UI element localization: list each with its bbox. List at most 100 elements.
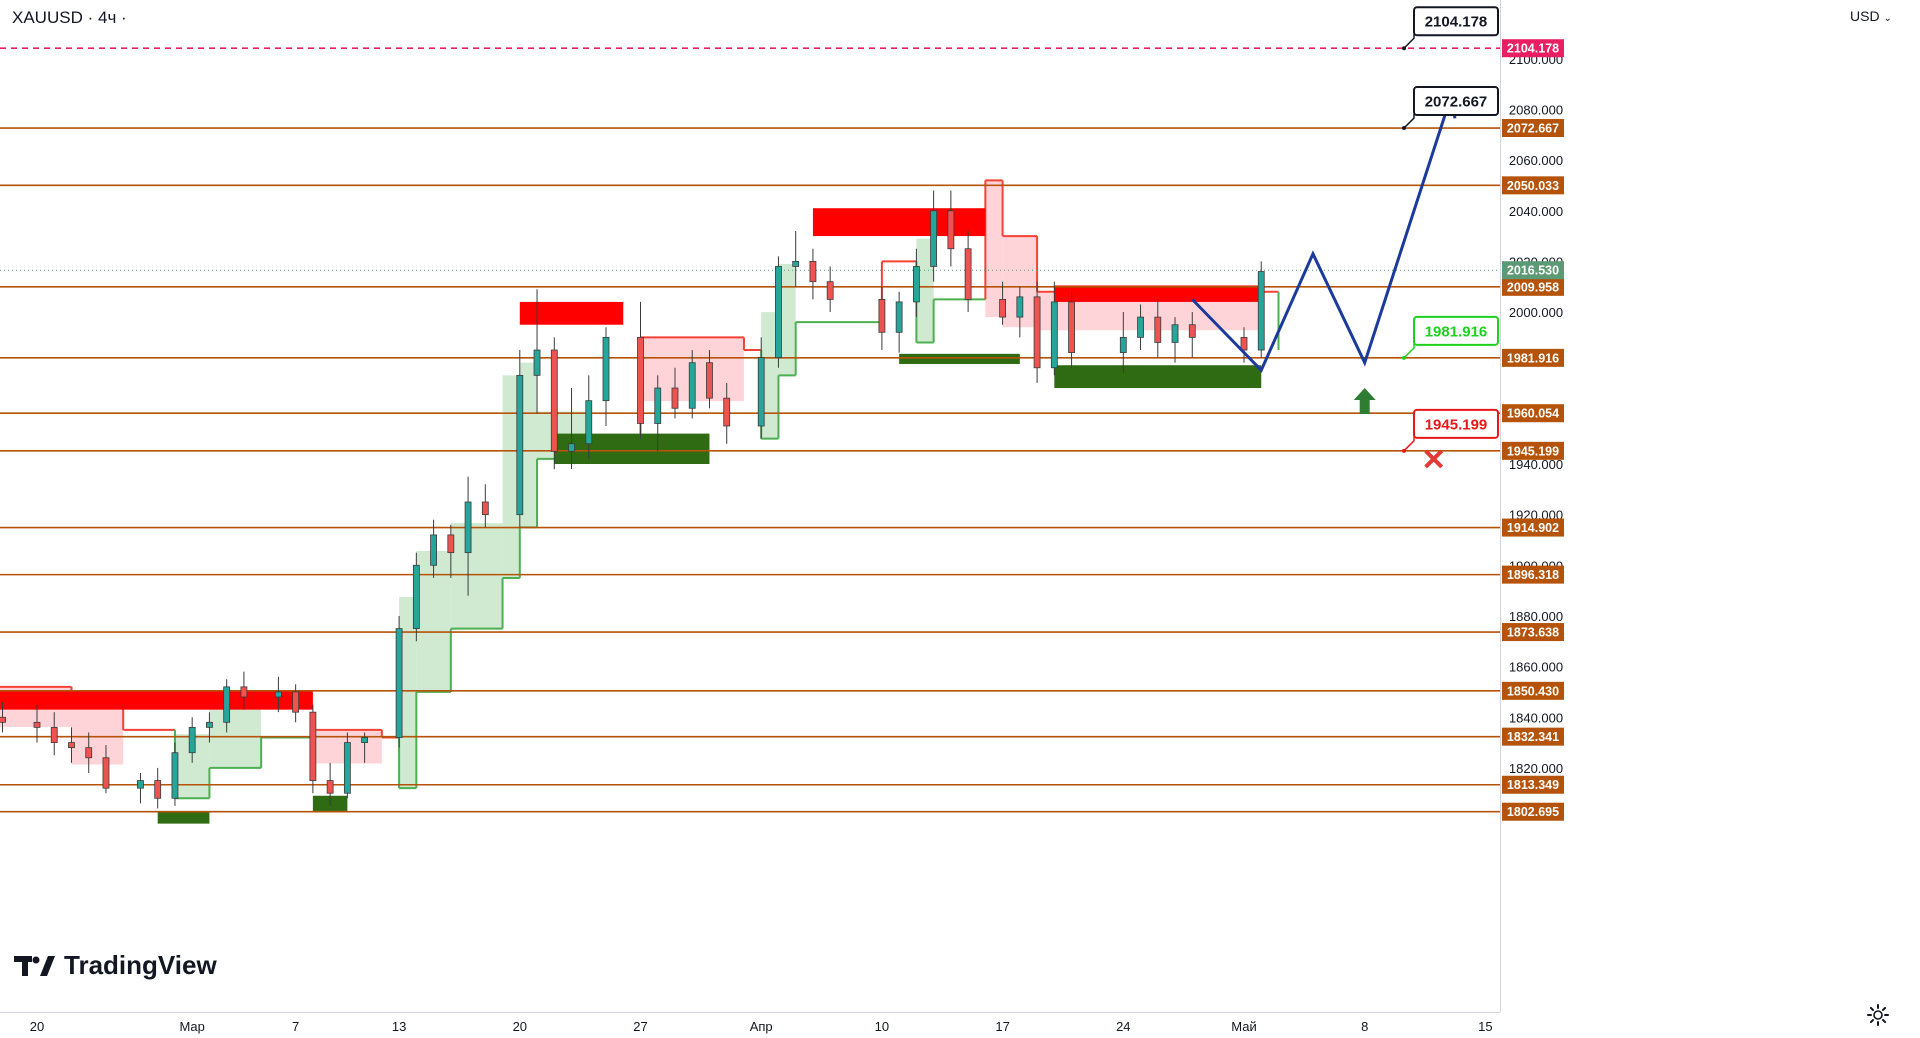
level-price-label-text: 1832.341 xyxy=(1507,730,1559,744)
candle-body xyxy=(1137,316,1144,338)
candle xyxy=(1119,312,1127,373)
level-price-label: 1945.199 xyxy=(1502,441,1564,460)
candle xyxy=(102,745,110,794)
candle xyxy=(481,484,489,528)
callout-box xyxy=(1413,408,1499,439)
x-tick-label: 17 xyxy=(995,1019,1009,1034)
candle xyxy=(1016,286,1024,338)
tradingview-logo[interactable]: TradingView xyxy=(14,950,217,981)
level-price-label-text: 1896.318 xyxy=(1507,568,1559,582)
level-price-label: 2009.958 xyxy=(1502,277,1564,296)
stop-cross-icon xyxy=(1424,449,1444,469)
x-tick-label: 20 xyxy=(513,1019,527,1034)
candle-body xyxy=(1171,324,1179,343)
level-price-label-text: 1813.349 xyxy=(1507,778,1559,792)
level-price-label-text: 2009.958 xyxy=(1507,280,1559,294)
candle-body xyxy=(947,210,955,250)
level-price-label: 1873.638 xyxy=(1502,623,1564,642)
candle-body xyxy=(50,726,58,743)
level-price-label-text: 1914.902 xyxy=(1507,521,1559,535)
candle-body xyxy=(706,362,713,399)
candle xyxy=(947,190,955,267)
candle-body xyxy=(1240,336,1248,351)
level-price-label-text: 1850.430 xyxy=(1507,684,1559,698)
candle-body xyxy=(671,387,679,409)
trail-fill xyxy=(399,596,417,789)
level-price-label-bg xyxy=(1502,775,1564,794)
logo-text: TradingView xyxy=(64,950,217,980)
x-tick-label: 13 xyxy=(392,1019,406,1034)
candle-body xyxy=(930,210,938,267)
candle xyxy=(137,772,144,804)
candle xyxy=(154,767,162,809)
candle-body xyxy=(395,628,403,738)
callout-box xyxy=(1413,315,1499,346)
demand-zone xyxy=(1054,365,1262,389)
x-tick-label: Май xyxy=(1231,1019,1256,1034)
currency-label: USD xyxy=(1850,8,1880,24)
candle-body xyxy=(550,349,558,452)
candle-body xyxy=(188,726,196,754)
price-callout: 1981.916 xyxy=(1402,315,1499,360)
candle xyxy=(1188,312,1196,358)
y-tick-label: 1840.000 xyxy=(1509,710,1563,725)
x-tick-label: 27 xyxy=(633,1019,647,1034)
candle xyxy=(654,375,662,452)
price-callout: 2104.178 xyxy=(1402,6,1499,51)
candle xyxy=(430,519,437,578)
demand-zone xyxy=(899,353,1020,364)
x-tick-label: 24 xyxy=(1116,1019,1130,1034)
candle-body xyxy=(654,387,662,424)
level-price-label: 1914.902 xyxy=(1502,518,1564,537)
trail-fill xyxy=(519,362,538,528)
chevron-down-icon: ⌄ xyxy=(1883,13,1892,24)
candle-body xyxy=(809,260,817,283)
y-tick-label: 1940.000 xyxy=(1509,457,1563,472)
candle-body xyxy=(516,374,524,516)
candle xyxy=(1137,304,1144,351)
level-price-label-bg xyxy=(1502,404,1564,423)
candle xyxy=(395,615,403,748)
candle-body xyxy=(585,400,593,445)
callout-anchor xyxy=(1402,355,1406,360)
candle xyxy=(361,732,369,763)
level-price-label-bg xyxy=(1502,119,1564,138)
candle xyxy=(1033,281,1041,383)
candle-body xyxy=(1016,296,1024,318)
trail-fill xyxy=(209,702,262,768)
candle xyxy=(585,375,593,459)
candle-body xyxy=(1033,296,1041,369)
candle xyxy=(206,712,213,743)
level-price-label: 1850.430 xyxy=(1502,681,1564,700)
candle-body xyxy=(430,534,437,566)
level-price-label-bg xyxy=(1502,518,1564,537)
y-tick-label: 2040.000 xyxy=(1509,204,1563,219)
candle xyxy=(602,327,610,427)
price-callout: 2072.667 xyxy=(1402,86,1499,131)
target-price-label-text: 2104.178 xyxy=(1507,42,1559,56)
header-dot: · xyxy=(121,8,127,27)
last-price-label-bg xyxy=(1502,261,1564,280)
candle-body xyxy=(68,742,75,749)
level-price-label-text: 1802.695 xyxy=(1507,805,1559,819)
candle-body xyxy=(102,757,110,789)
candle-body xyxy=(447,534,455,554)
symbol-header[interactable]: XAUUSD · 4ч · xyxy=(12,8,127,28)
candle xyxy=(1068,291,1075,368)
candle-body xyxy=(999,298,1006,318)
candle xyxy=(1171,317,1179,363)
candle xyxy=(637,301,644,439)
candle xyxy=(85,732,93,773)
candle-body xyxy=(688,362,696,409)
level-price-label: 1832.341 xyxy=(1502,727,1564,746)
candle-body xyxy=(292,691,300,713)
callout-text: 1945.199 xyxy=(1425,416,1488,433)
level-price-label: 1981.916 xyxy=(1502,348,1564,367)
candle-body xyxy=(240,686,248,698)
candle xyxy=(171,742,179,806)
currency-selector[interactable]: USD ⌄ xyxy=(1850,8,1892,24)
level-price-label-bg xyxy=(1502,727,1564,746)
gear-icon[interactable] xyxy=(1866,1003,1890,1027)
